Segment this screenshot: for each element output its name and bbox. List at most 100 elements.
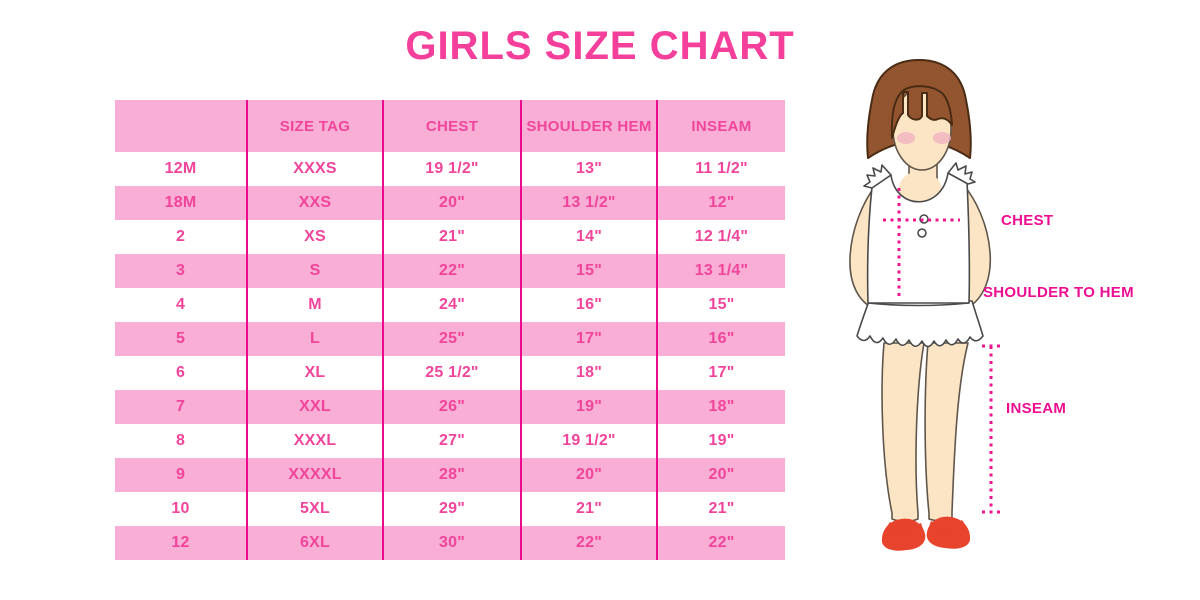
hair-bangs — [890, 85, 953, 139]
size-cell: XXXXL — [247, 458, 384, 492]
column-header: CHEST — [383, 100, 522, 152]
size-cell: 14" — [521, 220, 658, 254]
size-cell: 24" — [383, 288, 522, 322]
table-row: 7 XXL 26" 19" 18" — [115, 390, 785, 424]
inseam-measure-line — [982, 344, 1000, 514]
size-cell: 12" — [708, 194, 735, 211]
size-cell: 26" — [383, 390, 522, 424]
size-cell: 28" — [383, 458, 522, 492]
size-cell: 27" — [383, 424, 522, 458]
size-cell: 2 — [115, 220, 248, 254]
table-row: 4 M 24" 16" 15" — [115, 288, 785, 322]
size-cell: 21" — [708, 500, 735, 517]
table-row: 6 XL 25 1/2" 18" 17" — [115, 356, 785, 390]
size-cell: 21" — [383, 220, 522, 254]
size-cell: 13 1/2" — [521, 186, 658, 220]
size-cell: 10 — [115, 492, 248, 526]
size-cell: 18" — [521, 356, 658, 390]
size-cell: 19" — [708, 432, 735, 449]
size-cell: 5 — [115, 322, 248, 356]
right-shoulder-ruffle — [947, 162, 976, 185]
size-cell: 16" — [708, 330, 735, 347]
inseam-label: INSEAM — [1006, 400, 1067, 417]
size-cell: XXXS — [247, 152, 384, 186]
table-row: 8 XXXL 27" 19 1/2" 19" — [115, 424, 785, 458]
size-cell: 12 1/4" — [694, 228, 749, 245]
table-row: 2 XS 21" 14" 12 1/4" — [115, 220, 785, 254]
size-cell: XL — [247, 356, 384, 390]
column-header: INSEAM — [657, 100, 785, 152]
size-cell: 29" — [383, 492, 522, 526]
size-cell: 19 1/2" — [521, 424, 658, 458]
waist-seam — [867, 302, 970, 307]
size-cell: 25" — [383, 322, 522, 356]
skirt — [856, 300, 984, 348]
size-cell: 20" — [708, 466, 735, 483]
dress-bodice — [866, 172, 971, 304]
size-cell: 15" — [521, 254, 658, 288]
size-cell: 4 — [115, 288, 248, 322]
column-header — [115, 100, 248, 152]
size-cell: 6XL — [247, 526, 384, 560]
column-header: SIZE TAG — [247, 100, 384, 152]
column-header: SHOULDER HEM — [521, 100, 658, 152]
table-row: 12 6XL 30" 22" 22" — [115, 526, 785, 560]
size-cell: 13 1/4" — [694, 262, 749, 279]
size-cell: 11 1/2" — [695, 160, 748, 177]
size-cell: XXL — [247, 390, 384, 424]
size-cell: 5XL — [247, 492, 384, 526]
table-row: 5 L 25" 17" 16" — [115, 322, 785, 356]
size-table-head: SIZE TAG CHEST SHOULDER HEM INSEAM — [115, 100, 785, 152]
table-row: 12M XXXS 19 1/2" 13" 11 1/2" — [115, 152, 785, 186]
page-title: GIRLS SIZE CHART — [405, 24, 795, 68]
size-cell: 12M — [115, 152, 248, 186]
table-row: 3 S 22" 15" 13 1/4" — [115, 254, 785, 288]
size-cell: XS — [247, 220, 384, 254]
size-cell: 19 1/2" — [383, 152, 522, 186]
size-cell: 17" — [708, 364, 735, 381]
size-cell: 19" — [521, 390, 658, 424]
size-cell: 18M — [115, 186, 248, 220]
size-cell: 20" — [521, 458, 658, 492]
size-cell: 6 — [115, 356, 248, 390]
size-cell: 21" — [521, 492, 658, 526]
size-cell: L — [247, 322, 384, 356]
table-row: 10 5XL 29" 21" 21" — [115, 492, 785, 526]
size-cell: 13" — [521, 152, 658, 186]
size-cell: 7 — [115, 390, 248, 424]
right-leg — [924, 342, 969, 522]
left-blush — [897, 132, 915, 144]
size-cell: 8 — [115, 424, 248, 458]
size-cell: 22" — [708, 534, 735, 551]
size-cell: 20" — [383, 186, 522, 220]
size-cell: 30" — [383, 526, 522, 560]
table-row: 18M XXS 20" 13 1/2" 12" — [115, 186, 785, 220]
red-shoes — [881, 516, 971, 551]
left-shoulder-ruffle — [863, 164, 892, 189]
size-table-head-row: SIZE TAG CHEST SHOULDER HEM INSEAM — [115, 100, 785, 152]
size-cell: S — [247, 254, 384, 288]
size-table: SIZE TAG CHEST SHOULDER HEM INSEAM 12M XXXS 1… — [115, 100, 785, 560]
left-leg — [881, 342, 925, 523]
size-cell: 22" — [383, 254, 522, 288]
size-cell: 18" — [708, 398, 735, 415]
size-cell: XXXL — [247, 424, 384, 458]
size-cell: 3 — [115, 254, 248, 288]
dress-button-bottom — [917, 228, 927, 238]
size-cell: 16" — [521, 288, 658, 322]
girl-figure-illustration — [849, 59, 1000, 551]
size-cell: 12 — [115, 526, 248, 560]
size-cell: 22" — [521, 526, 658, 560]
size-table-body: 12M XXXS 19 1/2" 13" 11 1/2" 18M XXS 20" 13 1/2"… — [115, 152, 785, 560]
size-cell: 9 — [115, 458, 248, 492]
size-cell: M — [247, 288, 384, 322]
size-cell: 25 1/2" — [383, 356, 522, 390]
size-cell: 17" — [521, 322, 658, 356]
right-blush — [933, 132, 951, 144]
shoulder-to-hem-label: SHOULDER TO HEM — [983, 284, 1134, 301]
size-cell: XXS — [247, 186, 384, 220]
chest-label: CHEST — [1001, 212, 1054, 229]
table-row: 9 XXXXL 28" 20" 20" — [115, 458, 785, 492]
size-cell: 15" — [708, 296, 735, 313]
